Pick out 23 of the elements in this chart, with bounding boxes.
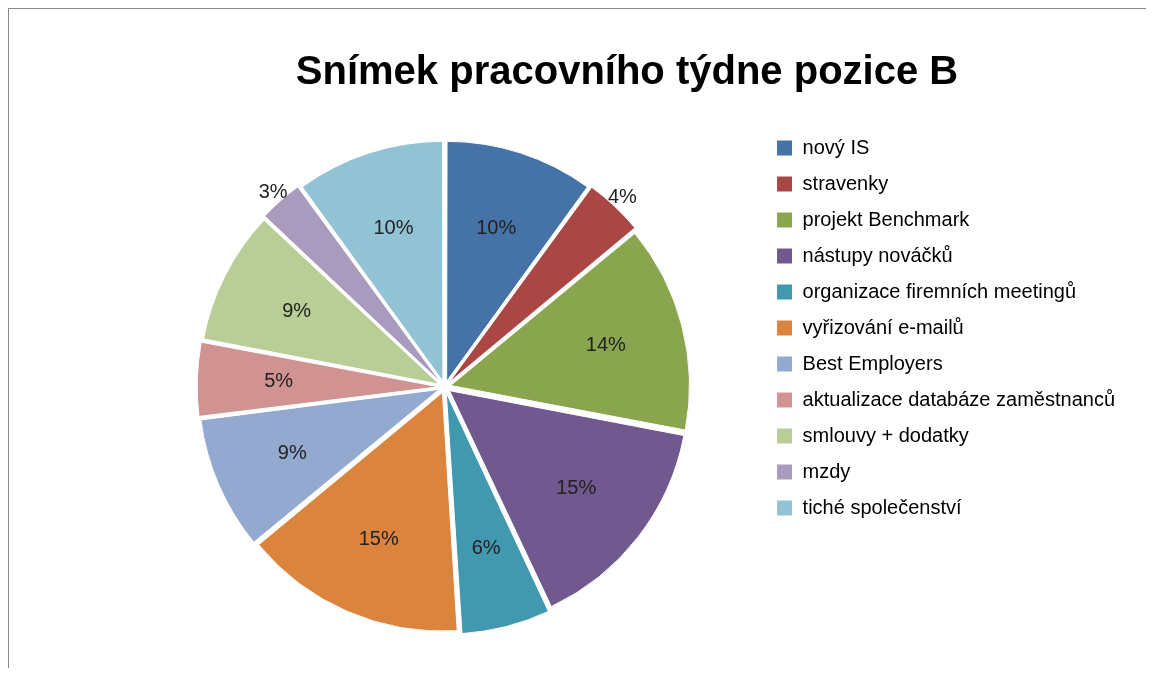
legend-label: aktualizace databáze zaměstnanců (802, 387, 1115, 410)
data-label: 9% (277, 440, 307, 463)
data-label: 10% (373, 216, 414, 239)
data-label: 15% (556, 476, 597, 499)
data-label: 4% (607, 185, 638, 208)
legend-label: smlouvy + dodatky (802, 423, 969, 446)
data-label: 10% (476, 216, 517, 239)
legend-label: mzdy (802, 459, 851, 482)
data-label: 14% (585, 333, 627, 356)
legend-label: organizace firemních meetingů (802, 279, 1077, 302)
data-label: 5% (264, 369, 294, 392)
legend-label: projekt Benchmark (802, 207, 971, 230)
data-label: 6% (471, 535, 501, 558)
data-label: 9% (282, 299, 312, 322)
legend-label: Best Employers (802, 351, 943, 374)
data-label: 3% (258, 179, 288, 202)
legend-label: nový IS (802, 135, 870, 158)
legend-label: tiché společenství (802, 495, 962, 518)
legend-label: vyřizování e-mailů (802, 315, 964, 338)
legend-label: stravenky (802, 171, 889, 194)
legend-label: nástupy nováčků (802, 243, 953, 266)
data-label: 15% (358, 527, 399, 550)
chart-title: Snímek pracovního týdne pozice B (295, 48, 959, 93)
